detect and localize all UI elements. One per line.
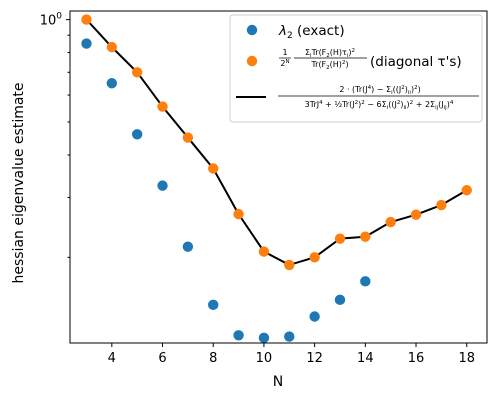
data-point-s1-0 — [81, 14, 92, 25]
y-axis-label: hessian eigenvalue estimate — [11, 82, 27, 283]
data-point-s0-4 — [182, 241, 194, 252]
data-point-s1-15 — [461, 185, 472, 196]
x-tick-label-3: 10 — [256, 351, 273, 366]
x-tick-label-1: 6 — [158, 351, 166, 366]
data-point-s0-8 — [284, 331, 295, 342]
data-point-s1-13 — [410, 209, 422, 220]
legend-denominator-diagonal: Tr(F2(H)2) — [310, 60, 348, 71]
x-tick-label-6: 16 — [408, 351, 425, 366]
data-point-s1-4 — [182, 132, 194, 143]
data-point-s1-9 — [309, 252, 320, 263]
x-tick-label-4: 12 — [306, 351, 323, 366]
data-point-s1-3 — [157, 101, 168, 112]
y-tick-label-0: 100 — [40, 12, 63, 29]
legend-prefix-one: 1 — [282, 48, 287, 57]
data-point-s1-11 — [360, 231, 371, 242]
data-point-s0-7 — [258, 332, 270, 344]
data-point-s0-0 — [81, 38, 92, 49]
data-point-s0-6 — [233, 330, 244, 341]
data-point-s1-6 — [233, 208, 244, 220]
data-point-s1-8 — [284, 259, 295, 271]
data-point-s1-1 — [106, 41, 118, 53]
legend-denominator-ratio: 3TrJ4 + ½Tr(J2)2 − 6Σi((J2)ii)2 + 2Σij(J… — [305, 100, 454, 111]
series-line-2 — [85, 18, 468, 266]
data-point-s1-5 — [208, 163, 219, 174]
legend-marker-diagonal — [246, 55, 258, 67]
data-point-s0-10 — [334, 294, 346, 306]
data-point-s0-3 — [157, 180, 168, 191]
data-point-s0-5 — [208, 299, 219, 311]
legend-prefix-two-n: 2N — [280, 59, 289, 68]
data-point-s1-10 — [334, 233, 346, 244]
x-axis-label: N — [273, 374, 283, 390]
data-point-s1-7 — [258, 246, 270, 257]
data-point-s0-11 — [360, 276, 371, 287]
legend-marker-exact — [246, 24, 258, 36]
legend: λ2 (exact) 1 2N ΣiTr(F2(H)τi)2 Tr(F2(H)2… — [229, 14, 483, 123]
x-tick-label-5: 14 — [357, 351, 374, 366]
legend-frame — [229, 14, 483, 123]
legend-numerator-diagonal: ΣiTr(F2(H)τi)2 — [305, 48, 355, 59]
legend-numerator-ratio: 2 · (Tr(J4) − Σi((J2)ii)2) — [339, 85, 420, 96]
legend-label-diagonal: (diagonal τ's) — [370, 54, 462, 70]
legend-label-exact: λ2 (exact) — [278, 23, 345, 41]
data-point-s1-2 — [131, 67, 143, 78]
plot-area — [81, 14, 472, 344]
x-tick-label-0: 4 — [108, 351, 116, 366]
x-tick-label-7: 18 — [458, 351, 475, 366]
axes: 4 6 8 10 12 14 16 18 100 — [40, 10, 488, 366]
plot-frame — [69, 10, 488, 344]
data-point-s0-1 — [106, 78, 118, 89]
data-point-s0-2 — [131, 129, 143, 140]
data-point-s1-14 — [436, 199, 447, 211]
data-point-s0-9 — [309, 311, 320, 322]
data-point-s1-12 — [385, 216, 396, 228]
x-tick-label-2: 8 — [209, 351, 217, 366]
